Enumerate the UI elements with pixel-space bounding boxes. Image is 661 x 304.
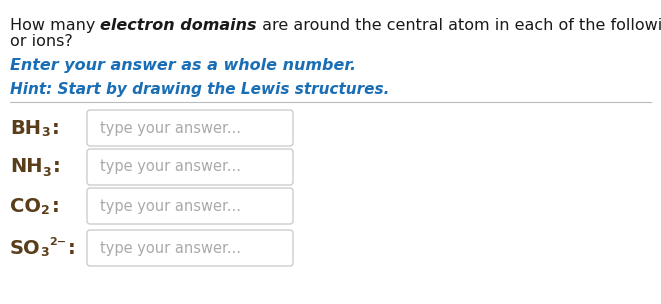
FancyBboxPatch shape: [87, 188, 293, 224]
Text: type your answer...: type your answer...: [100, 120, 241, 136]
Text: type your answer...: type your answer...: [100, 199, 241, 213]
FancyBboxPatch shape: [87, 110, 293, 146]
Text: :: :: [52, 119, 59, 137]
Text: 2−: 2−: [50, 237, 66, 247]
Text: How many: How many: [10, 18, 100, 33]
Text: :: :: [68, 239, 76, 257]
Text: NH: NH: [10, 157, 42, 177]
Text: Hint: Start by drawing the Lewis structures.: Hint: Start by drawing the Lewis structu…: [10, 82, 389, 97]
Text: type your answer...: type your answer...: [100, 160, 241, 174]
Text: Enter your answer as a whole number.: Enter your answer as a whole number.: [10, 58, 356, 73]
Text: SO: SO: [10, 239, 40, 257]
FancyBboxPatch shape: [87, 230, 293, 266]
Text: type your answer...: type your answer...: [100, 240, 241, 255]
Text: :: :: [53, 157, 61, 177]
Text: CO: CO: [10, 196, 41, 216]
Text: 3: 3: [41, 126, 50, 140]
Text: are around the central atom in each of the following molecules: are around the central atom in each of t…: [257, 18, 661, 33]
Text: 3: 3: [40, 247, 50, 260]
FancyBboxPatch shape: [87, 149, 293, 185]
Text: 3: 3: [42, 165, 51, 178]
Text: BH: BH: [10, 119, 41, 137]
Text: 2: 2: [41, 205, 50, 217]
Text: or ions?: or ions?: [10, 34, 73, 49]
Text: :: :: [52, 196, 59, 216]
Text: electron domains: electron domains: [100, 18, 257, 33]
